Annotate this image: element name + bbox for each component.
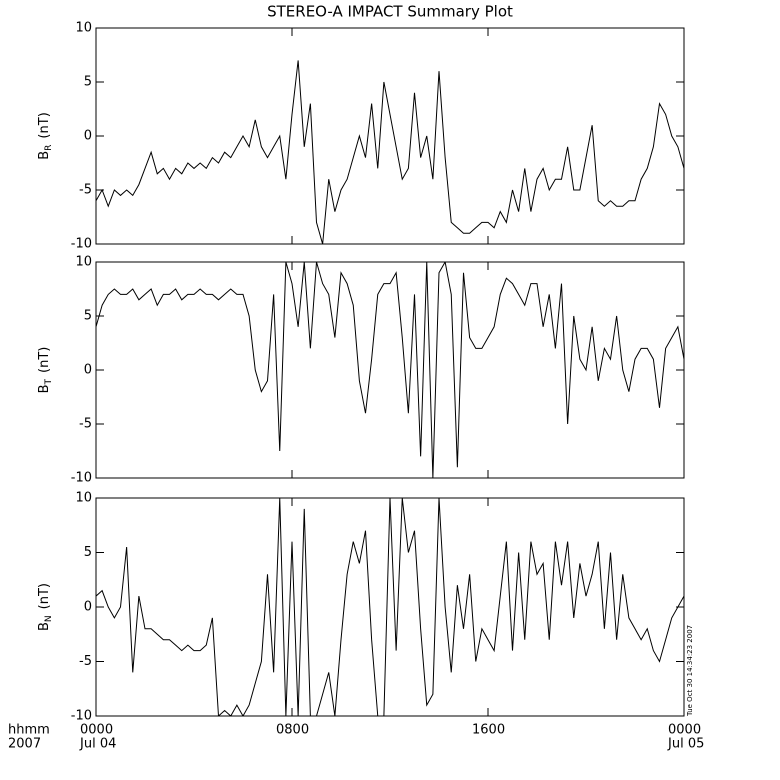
y-label-unit: (nT) — [37, 583, 52, 609]
y-tick-label: -10 — [71, 709, 92, 724]
y-tick-label: -5 — [79, 417, 92, 432]
data-line — [96, 60, 684, 244]
y-tick-label: 0 — [84, 600, 92, 615]
y-tick-label: -10 — [71, 471, 92, 486]
y-label-main: B — [37, 151, 52, 160]
y-tick-label: -5 — [79, 654, 92, 669]
y-tick-label: 0 — [84, 129, 92, 144]
y-tick-label: -10 — [71, 237, 92, 252]
chart-title: STEREO-A IMPACT Summary Plot — [267, 3, 513, 21]
data-line — [96, 498, 684, 716]
plot-frame — [95, 27, 685, 245]
y-axis-label: BN (nT) — [37, 583, 54, 631]
y-tick-label: -5 — [79, 183, 92, 198]
x-tick-label: 0000 — [668, 723, 701, 738]
x-date-label: Jul 05 — [667, 737, 704, 752]
y-label-sub: R — [44, 145, 54, 151]
y-label-main: B — [37, 622, 52, 631]
plot-frame — [95, 261, 685, 479]
x-date-label: Jul 04 — [79, 737, 116, 752]
y-tick-label: 5 — [84, 545, 92, 560]
timestamp: Tue Oct 30 14:34:23 2007 — [686, 625, 694, 717]
y-axis-label: BT (nT) — [37, 347, 54, 394]
x-tick-label: 0000 — [80, 723, 113, 738]
y-tick-label: 0 — [84, 363, 92, 378]
y-axis-label: BR (nT) — [37, 112, 54, 160]
y-tick-label: 10 — [75, 255, 92, 270]
plot-frame — [95, 497, 685, 717]
y-label-sub: T — [44, 378, 54, 385]
y-tick-label: 10 — [75, 21, 92, 36]
x-corner-label: 2007 — [8, 737, 41, 752]
y-label-main: B — [37, 384, 52, 393]
y-tick-label: 5 — [84, 75, 92, 90]
x-corner-label: hhmm — [8, 723, 50, 738]
data-line — [96, 262, 684, 478]
y-tick-label: 10 — [75, 491, 92, 506]
y-label-sub: N — [44, 615, 54, 622]
x-tick-label: 1600 — [472, 723, 505, 738]
y-label-unit: (nT) — [37, 347, 52, 373]
y-label-unit: (nT) — [37, 112, 52, 138]
y-tick-label: 5 — [84, 309, 92, 324]
x-tick-label: 0800 — [276, 723, 309, 738]
